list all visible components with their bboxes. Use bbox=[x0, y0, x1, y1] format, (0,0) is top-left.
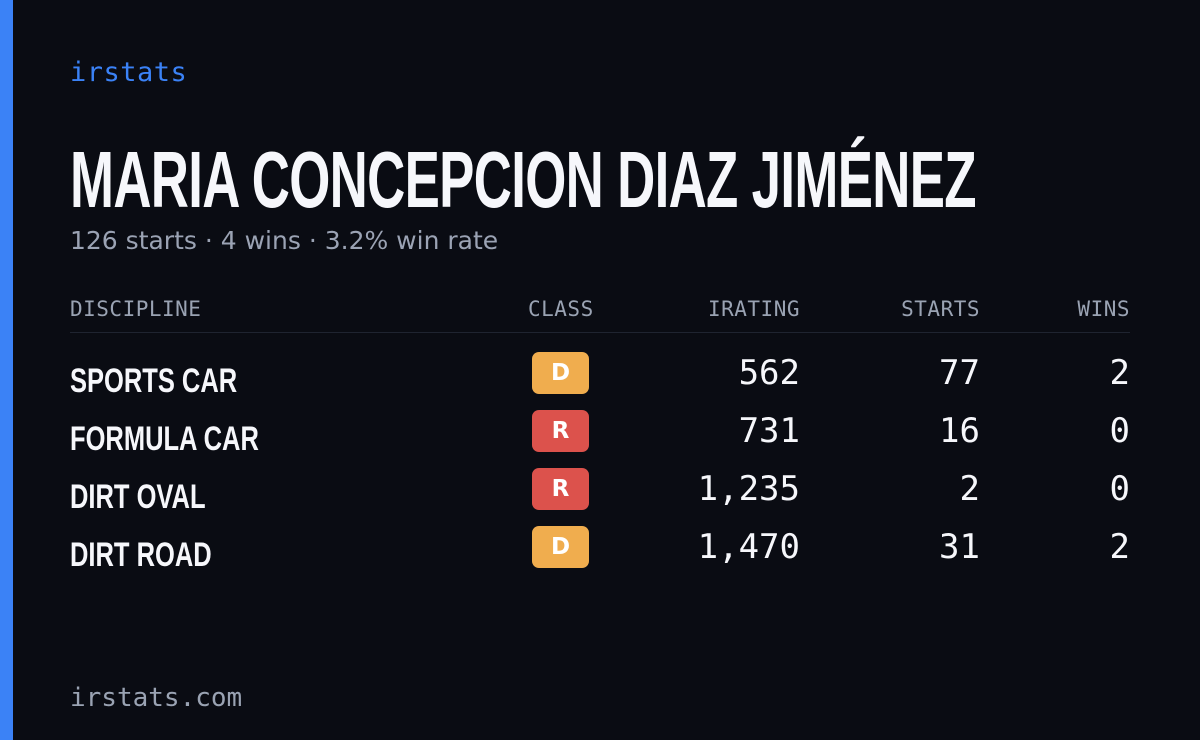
irating-value: 1,235 bbox=[697, 469, 800, 509]
discipline-name: SPORTS CAR bbox=[70, 362, 238, 400]
irating-value: 1,470 bbox=[697, 527, 800, 567]
discipline-name: FORMULA CAR bbox=[70, 420, 259, 458]
wins-value: 0 bbox=[1109, 411, 1130, 451]
column-header-class: CLASS bbox=[528, 297, 594, 321]
table-body: SPORTS CAR D 562 77 2 FORMULA CAR R 731 … bbox=[70, 333, 1130, 581]
license-class-badge: D bbox=[532, 526, 589, 568]
wins-value: 0 bbox=[1109, 469, 1130, 509]
column-header-wins: WINS bbox=[1077, 297, 1130, 321]
footer-url: irstats.com bbox=[70, 683, 243, 713]
wins-value: 2 bbox=[1109, 353, 1130, 393]
discipline-name: DIRT OVAL bbox=[70, 478, 206, 516]
column-header-irating: IRATING bbox=[707, 297, 800, 321]
driver-summary: 126 starts · 4 wins · 3.2% win rate bbox=[70, 226, 499, 255]
accent-bar bbox=[0, 0, 13, 740]
license-class-badge: R bbox=[532, 410, 589, 452]
license-class-badge: D bbox=[532, 352, 589, 394]
discipline-name: DIRT ROAD bbox=[70, 536, 212, 574]
driver-name: MARIA CONCEPCION DIAZ JIMÉNEZ bbox=[70, 135, 977, 224]
irating-value: 731 bbox=[738, 411, 800, 451]
starts-value: 2 bbox=[959, 469, 980, 509]
brand-logo: irstats bbox=[70, 57, 188, 88]
starts-value: 16 bbox=[939, 411, 980, 451]
column-header-starts: STARTS bbox=[901, 297, 980, 321]
table-row: FORMULA CAR R 731 16 0 bbox=[70, 407, 1130, 465]
irating-value: 562 bbox=[738, 353, 800, 393]
starts-value: 31 bbox=[939, 527, 980, 567]
table-row: DIRT OVAL R 1,235 2 0 bbox=[70, 465, 1130, 523]
wins-value: 2 bbox=[1109, 527, 1130, 567]
table-header: DISCIPLINE CLASS IRATING STARTS WINS bbox=[70, 292, 1130, 333]
column-header-discipline: DISCIPLINE bbox=[70, 297, 202, 321]
license-class-badge: R bbox=[532, 468, 589, 510]
starts-value: 77 bbox=[939, 353, 980, 393]
table-row: DIRT ROAD D 1,470 31 2 bbox=[70, 523, 1130, 581]
stats-table: DISCIPLINE CLASS IRATING STARTS WINS SPO… bbox=[70, 292, 1130, 581]
table-row: SPORTS CAR D 562 77 2 bbox=[70, 349, 1130, 407]
